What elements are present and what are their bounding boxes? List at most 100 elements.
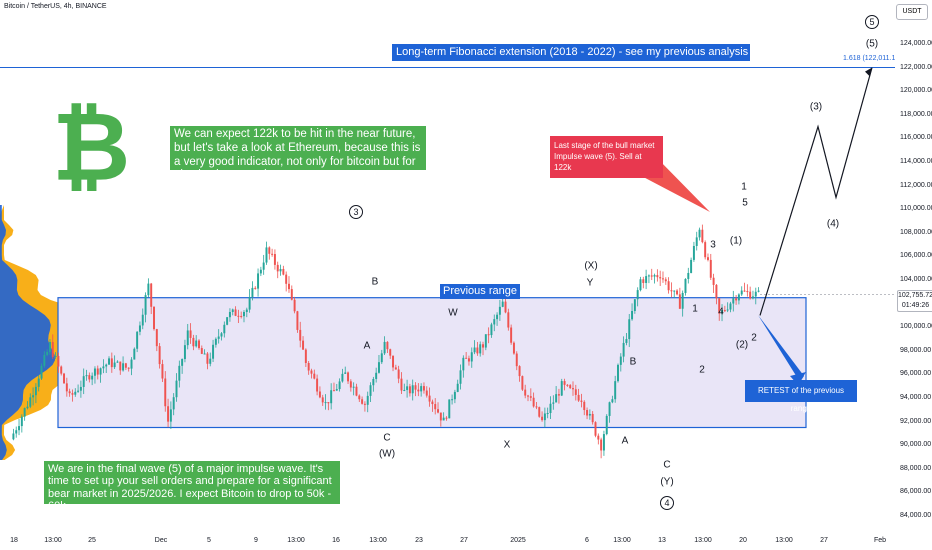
wave-1a-label: 1 bbox=[692, 303, 698, 315]
candle-body bbox=[46, 351, 49, 355]
candle-body bbox=[451, 399, 454, 401]
candle-body bbox=[304, 349, 307, 363]
candle-body bbox=[150, 283, 153, 307]
time-tick-label: 5 bbox=[207, 537, 211, 544]
candle-body bbox=[633, 299, 636, 311]
candle-body bbox=[43, 354, 46, 366]
candle-body bbox=[467, 358, 470, 362]
candle-body bbox=[212, 344, 215, 359]
retest-arrowhead bbox=[790, 372, 806, 385]
candle-body bbox=[757, 290, 760, 292]
candle-body bbox=[414, 385, 417, 390]
price-tick-label: 84,000.00 bbox=[900, 512, 932, 519]
candle-body bbox=[608, 402, 611, 416]
candle-body bbox=[470, 352, 473, 362]
candle-body bbox=[501, 301, 504, 307]
candle-body bbox=[684, 278, 687, 293]
time-tick-label: 13:00 bbox=[44, 537, 62, 544]
candle-body bbox=[251, 287, 254, 297]
candle-body bbox=[577, 394, 580, 401]
candle-body bbox=[583, 401, 586, 411]
time-tick-label: 16 bbox=[332, 537, 340, 544]
candle-body bbox=[153, 306, 155, 330]
candle-body bbox=[361, 399, 364, 404]
retest-note: RETEST of the previous range bbox=[745, 380, 857, 413]
candle-body bbox=[631, 310, 634, 320]
time-tick-label: 2025 bbox=[510, 537, 526, 544]
price-tick-label: 116,000.00 bbox=[900, 134, 932, 142]
wave-2c-label: 2 bbox=[751, 332, 757, 344]
price-scale[interactable]: 124,000.00 122,000.00 120,000.00 118,000.00… bbox=[895, 0, 932, 550]
candle-body bbox=[552, 402, 555, 404]
currency-badge[interactable]: USDT bbox=[896, 4, 928, 20]
candle-body bbox=[259, 269, 262, 274]
candle-body bbox=[161, 364, 164, 379]
candle-body bbox=[133, 348, 136, 360]
candle-body bbox=[512, 342, 515, 354]
candle-body bbox=[611, 399, 614, 403]
wave-2b-label: (2) bbox=[735, 339, 749, 351]
candle-body bbox=[484, 334, 487, 348]
candle-body bbox=[226, 317, 229, 325]
time-tick-label: 27 bbox=[460, 537, 468, 544]
candle-body bbox=[434, 404, 437, 410]
candle-body bbox=[248, 296, 251, 310]
wave-w-label: W bbox=[448, 307, 458, 319]
candle-body bbox=[549, 403, 552, 414]
candle-body bbox=[375, 372, 378, 379]
candle-body bbox=[546, 413, 549, 415]
candle-body bbox=[20, 416, 23, 427]
candle-body bbox=[237, 315, 240, 317]
candle-body bbox=[338, 381, 341, 390]
candle-body bbox=[124, 363, 127, 368]
candle-body bbox=[442, 417, 445, 421]
candle-body bbox=[664, 279, 667, 282]
candle-body bbox=[234, 309, 237, 316]
wave-c-label: C bbox=[383, 432, 391, 444]
candle-body bbox=[507, 312, 510, 328]
candle-body bbox=[462, 357, 465, 371]
candle-body bbox=[172, 397, 175, 410]
candle-body bbox=[57, 355, 60, 367]
candle-body bbox=[383, 341, 386, 354]
time-tick-label: 13 bbox=[658, 537, 666, 544]
candle-body bbox=[265, 247, 268, 263]
candle-body bbox=[138, 325, 141, 332]
candle-body bbox=[74, 391, 77, 395]
candle-body bbox=[310, 370, 313, 374]
candle-body bbox=[155, 329, 158, 347]
candle-body bbox=[535, 406, 538, 408]
wave-x-label: X bbox=[503, 439, 511, 451]
candle-body bbox=[273, 254, 276, 265]
candle-body bbox=[490, 324, 493, 336]
time-tick-label: 18 bbox=[10, 537, 18, 544]
candle-body bbox=[358, 395, 361, 400]
current-price-value: 102,755.72 bbox=[898, 292, 932, 299]
candle-body bbox=[690, 259, 693, 273]
candle-body bbox=[380, 353, 383, 363]
candlesticks bbox=[12, 224, 760, 459]
candle-body bbox=[341, 373, 344, 382]
candle-body bbox=[51, 342, 54, 357]
candle-body bbox=[37, 378, 40, 387]
wave-b2-label: B bbox=[629, 356, 637, 368]
candle-body bbox=[206, 353, 209, 364]
candle-body bbox=[279, 268, 282, 272]
candle-body bbox=[321, 397, 324, 403]
bitcoin-logo-icon: ₿ bbox=[52, 94, 131, 201]
candle-body bbox=[307, 362, 310, 371]
wave-4a-label: 4 bbox=[718, 306, 724, 318]
candle-body bbox=[99, 368, 102, 375]
wave-b-label: B bbox=[371, 276, 379, 288]
candle-body bbox=[299, 329, 302, 341]
candle-body bbox=[673, 290, 676, 292]
candle-body bbox=[662, 278, 664, 280]
candle-body bbox=[369, 385, 372, 396]
candle-body bbox=[692, 245, 695, 260]
candle-body bbox=[698, 229, 701, 238]
candle-body bbox=[420, 386, 423, 392]
candle-body bbox=[102, 366, 105, 369]
previous-range-label: Previous range bbox=[440, 284, 520, 300]
fib-level-label: 1.618 (122,011.17) bbox=[843, 55, 902, 62]
